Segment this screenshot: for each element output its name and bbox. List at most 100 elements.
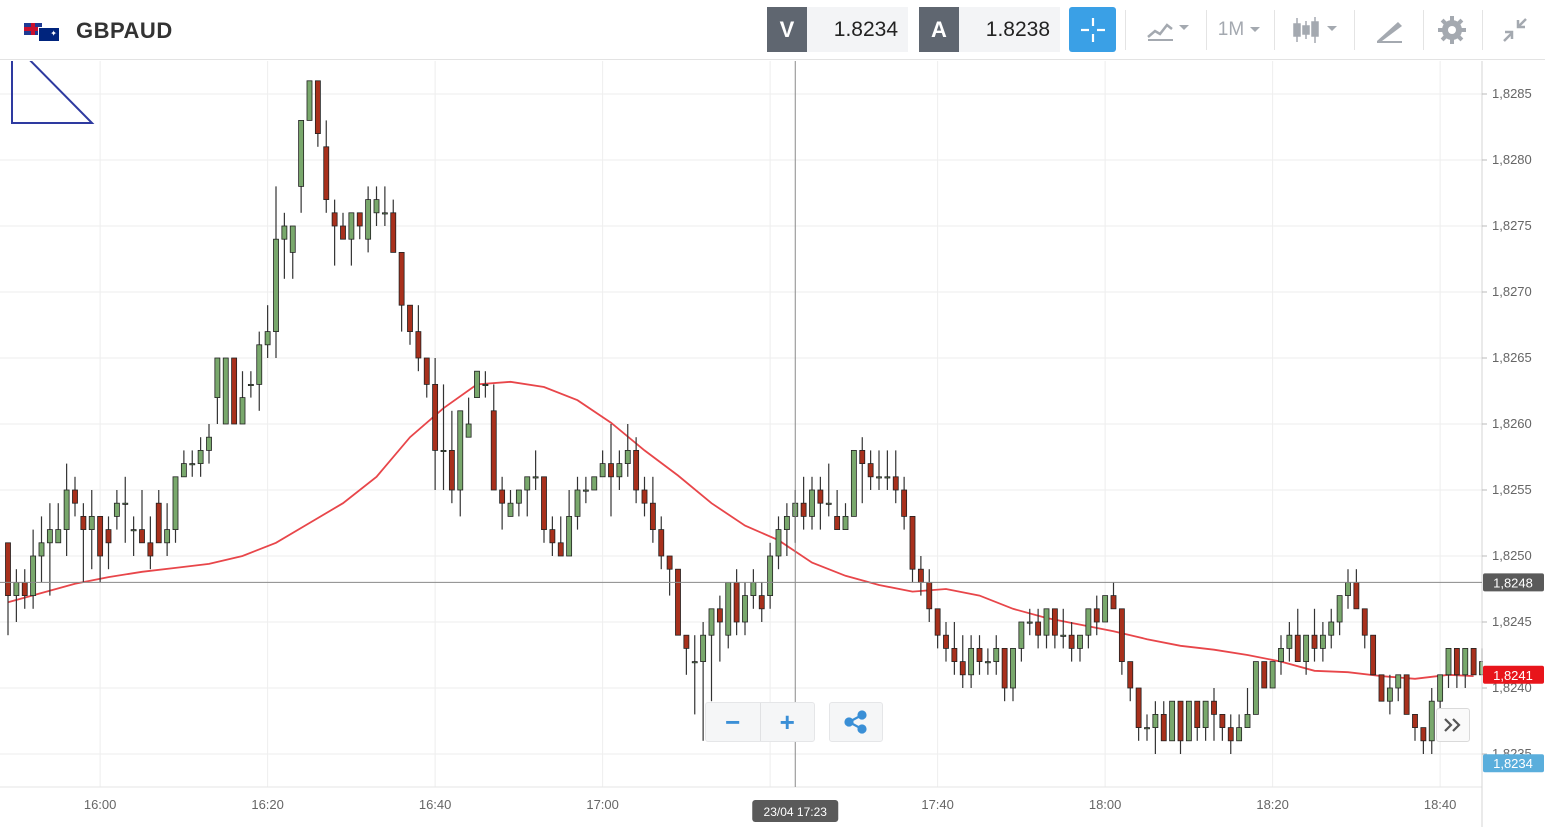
sell-badge[interactable]: V (767, 7, 807, 52)
candle-body (666, 555, 673, 570)
zoom-out-button[interactable]: − (725, 706, 741, 737)
candle (934, 608, 941, 649)
candle-body (457, 410, 464, 491)
candle-body (407, 304, 413, 332)
candle (1169, 700, 1176, 742)
candle (750, 569, 757, 609)
candle-body (616, 463, 623, 478)
candle-body (591, 476, 598, 491)
candle (55, 503, 62, 544)
candle (1160, 701, 1167, 742)
bid-price-tag (1483, 754, 1544, 773)
indicators-menu[interactable] (1284, 7, 1346, 52)
candle-body (859, 449, 866, 464)
chevron-down-icon (1250, 26, 1261, 32)
candle-body (599, 463, 606, 478)
x-tick-label: 18:40 (1424, 797, 1457, 812)
candle (1252, 661, 1259, 715)
candle-body (1303, 634, 1310, 663)
price-chart[interactable]: 16:0016:2016:4017:0017:2017:4018:0018:20… (0, 61, 1545, 827)
buy-price[interactable]: 1.8238 (959, 7, 1060, 52)
candle-body (608, 463, 614, 478)
candle (1110, 582, 1117, 610)
drawn-triangle-shape[interactable] (11, 61, 95, 124)
scroll-to-latest-button[interactable] (1436, 708, 1470, 742)
collapse-button[interactable] (1490, 7, 1540, 52)
candle-body (440, 449, 447, 452)
candle (1345, 569, 1351, 609)
candle (381, 186, 388, 226)
timeframe-menu[interactable]: 1M (1212, 7, 1268, 52)
candle-body (1278, 648, 1284, 663)
candle-body (239, 397, 246, 425)
candle-body (867, 463, 874, 478)
candle-body (63, 489, 70, 530)
candle (247, 371, 254, 398)
timeframe-label: 1M (1217, 18, 1245, 40)
candle (591, 476, 598, 491)
candle-body (532, 476, 539, 479)
candle (1328, 608, 1335, 649)
candle-body (809, 489, 815, 517)
candle-body (331, 212, 338, 227)
candle-body (1085, 608, 1092, 636)
candle-body (658, 529, 665, 557)
candle (1102, 595, 1109, 623)
candle-body (1010, 648, 1016, 689)
candle-body (482, 383, 489, 386)
settings-button[interactable] (1430, 7, 1474, 52)
candle-body (1378, 674, 1385, 702)
zoom-controls: − + (705, 702, 815, 742)
candle-body (1211, 700, 1217, 715)
candle-body (1135, 687, 1142, 728)
candle (968, 635, 975, 688)
candle (524, 476, 531, 517)
candle (21, 569, 28, 609)
candle (97, 515, 104, 583)
candle-body (139, 529, 145, 544)
candle (809, 476, 815, 530)
y-tick-label: 1,8260 (1492, 416, 1532, 431)
candle (1018, 621, 1025, 662)
candle-body (1177, 700, 1184, 742)
instrument-header: GBPAUD (24, 16, 173, 46)
candle (465, 397, 472, 438)
y-axis-panel (1483, 61, 1545, 827)
candle-body (984, 661, 991, 664)
candle (926, 569, 933, 622)
candle (122, 476, 129, 543)
candle (1077, 634, 1083, 662)
candle-body (398, 251, 405, 306)
candle-body (365, 199, 372, 240)
candle (608, 424, 614, 517)
candle-body (1311, 634, 1318, 649)
y-tick-label: 1,8245 (1492, 614, 1532, 629)
candle (214, 357, 221, 424)
chart-type-menu[interactable] (1136, 7, 1198, 52)
candle-body (1353, 582, 1360, 610)
share-button[interactable] (829, 702, 883, 742)
candle-body (1252, 661, 1259, 715)
candle-body (850, 449, 857, 517)
candle-body (524, 476, 531, 491)
candle-body (1420, 727, 1427, 742)
candle-body (1026, 621, 1033, 624)
candle (1152, 701, 1159, 754)
candle-body (21, 582, 28, 597)
candle (616, 450, 623, 490)
candle-body (1018, 621, 1025, 649)
double-chevron-right-icon (1444, 718, 1461, 732)
candle (1386, 674, 1393, 715)
candle-body (1269, 661, 1276, 689)
candle (574, 476, 581, 530)
candle (407, 304, 413, 345)
candle (1244, 688, 1251, 729)
crosshair-button[interactable] (1069, 7, 1116, 52)
buy-badge[interactable]: A (919, 7, 959, 52)
drawing-tools-button[interactable] (1364, 7, 1414, 52)
sell-price[interactable]: 1.8234 (807, 7, 908, 52)
candle-body (13, 582, 20, 597)
candle-body (97, 515, 104, 557)
candle-body (1462, 648, 1469, 676)
zoom-in-button[interactable]: + (759, 703, 815, 741)
